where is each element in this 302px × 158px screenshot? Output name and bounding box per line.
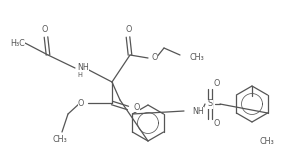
Text: CH₃: CH₃ [53, 134, 67, 143]
Text: NH: NH [192, 106, 204, 115]
Text: H: H [77, 72, 82, 78]
Text: O: O [126, 25, 132, 34]
Text: O: O [214, 79, 220, 88]
Text: CH₃: CH₃ [189, 52, 204, 61]
Text: O: O [42, 25, 48, 34]
Text: H₃C: H₃C [11, 39, 25, 48]
Text: O: O [152, 54, 158, 63]
Text: O: O [214, 119, 220, 128]
Text: S: S [207, 100, 213, 109]
Text: NH: NH [77, 64, 89, 73]
Text: O: O [78, 98, 84, 107]
Text: O: O [134, 103, 140, 112]
Text: CH₃: CH₃ [260, 137, 275, 146]
